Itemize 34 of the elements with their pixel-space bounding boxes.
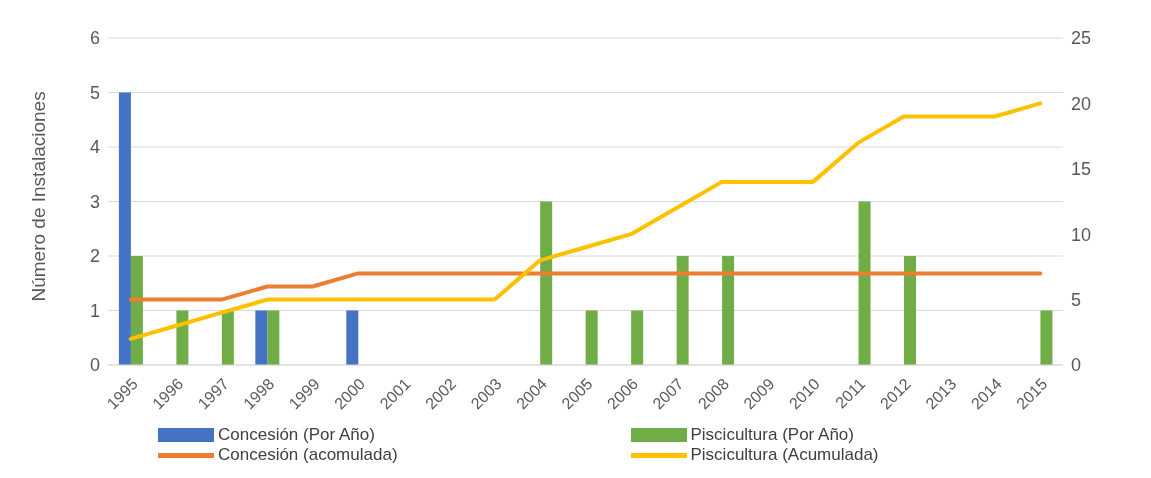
y-tick-label: 6 <box>89 28 100 49</box>
bar <box>904 256 917 365</box>
y-tick-label: 1 <box>89 300 100 321</box>
legend-label: Concesión (Por Año) <box>218 425 375 445</box>
bar <box>118 92 131 365</box>
y2-tick-label: 10 <box>1071 224 1092 245</box>
y-tick-label: 0 <box>89 355 100 376</box>
bar <box>346 310 359 365</box>
bar <box>585 310 598 365</box>
y2-tick-label: 25 <box>1071 28 1092 49</box>
y2-tick-label: 15 <box>1071 159 1092 180</box>
y-tick-label: 2 <box>89 246 100 267</box>
bar <box>540 201 553 365</box>
y-tick-label: 5 <box>89 82 100 103</box>
line-series <box>128 101 1043 341</box>
bar <box>130 256 143 365</box>
bar <box>255 310 268 365</box>
legend-label: Piscicultura (Por Año) <box>690 425 854 445</box>
bar <box>1040 310 1053 365</box>
y-axis-title: Número de Instalaciones <box>27 91 49 302</box>
legend-label: Piscicultura (Acumulada) <box>690 445 879 465</box>
y2-tick-label: 20 <box>1071 93 1092 114</box>
y-tick-label: 3 <box>89 191 100 212</box>
y2-tick-label: 5 <box>1071 289 1082 310</box>
y-tick-label: 4 <box>89 137 100 158</box>
bar <box>676 256 689 365</box>
bar <box>176 310 189 365</box>
bar <box>858 201 871 365</box>
legend-label: Concesión (acomulada) <box>218 445 398 465</box>
bar <box>267 310 280 365</box>
bar <box>722 256 735 365</box>
bar <box>221 310 234 365</box>
y2-tick-label: 0 <box>1071 355 1082 376</box>
bar <box>631 310 644 365</box>
